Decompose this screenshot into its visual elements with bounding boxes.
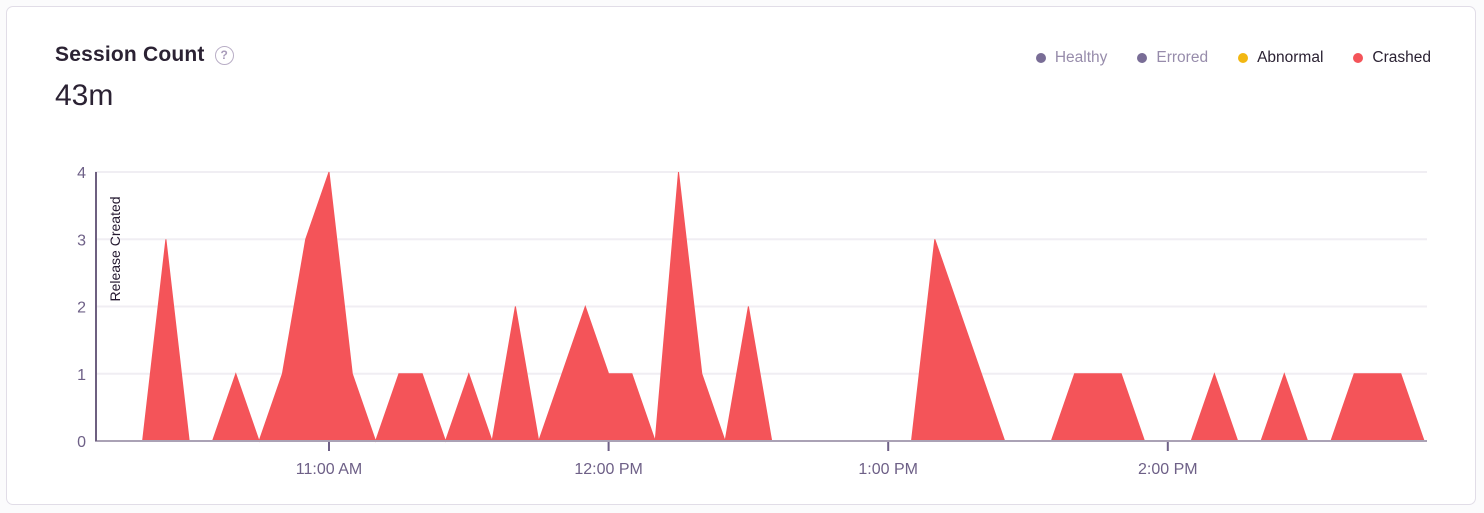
card-header: Session Count ?: [55, 43, 234, 67]
y-axis-label: 3: [77, 232, 86, 249]
legend-item-errored[interactable]: Errored: [1137, 49, 1208, 67]
chart-title: Session Count: [55, 43, 205, 66]
x-axis-label: 12:00 PM: [574, 461, 642, 478]
x-axis-label: 1:00 PM: [858, 461, 918, 478]
x-axis-label: 11:00 AM: [296, 461, 362, 478]
legend-dot-icon: [1137, 53, 1148, 63]
legend-item-label: Abnormal: [1257, 49, 1324, 66]
legend-item-abnormal[interactable]: Abnormal: [1238, 49, 1323, 67]
legend-item-label: Errored: [1156, 49, 1209, 66]
x-axis-label: 2:00 PM: [1138, 461, 1198, 478]
y-axis-label: 1: [77, 367, 86, 384]
session-count-card: Session Count ? 43m Healthy Errored Abnorm…: [6, 6, 1476, 505]
chart-area: 11:00 AM 12:00 PM 1:00 PM 2:00 PM 0 1 2 3 4 Relea…: [7, 157, 1484, 487]
legend-item-crashed[interactable]: Crashed: [1353, 49, 1431, 67]
y-axis-label: 4: [77, 165, 86, 182]
total-sessions-value: 43m: [55, 79, 114, 112]
legend-dot-icon: [1238, 53, 1249, 63]
legend-dot-icon: [1353, 53, 1364, 63]
legend-item-healthy[interactable]: Healthy: [1035, 49, 1108, 67]
release-marker-label: Release Created: [107, 196, 123, 301]
y-axis-label: 2: [77, 300, 86, 317]
legend-dot-icon: [1035, 53, 1046, 63]
help-icon[interactable]: ?: [214, 45, 234, 65]
legend-item-label: Crashed: [1372, 49, 1431, 66]
legend-item-label: Healthy: [1054, 49, 1108, 66]
session-count-chart[interactable]: 11:00 AM 12:00 PM 1:00 PM 2:00 PM 0 1 2 3 4 Relea…: [7, 157, 1484, 487]
legend: Healthy Errored Abnormal Crashed: [1035, 49, 1431, 67]
y-axis-label: 0: [77, 434, 86, 451]
